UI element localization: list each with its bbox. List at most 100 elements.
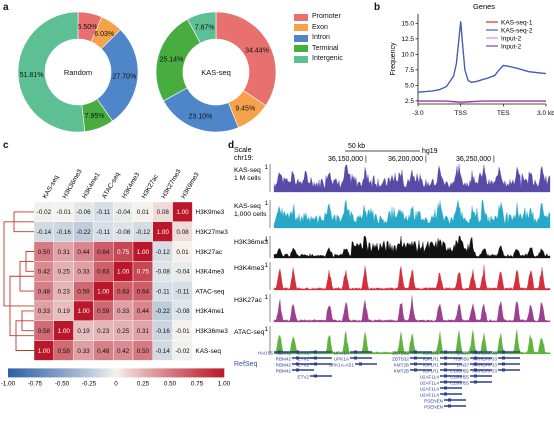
heatmap-row-label: H3K4me1 [195,308,224,315]
colorbar-tick-label: -0.50 [55,380,70,387]
heatmap-cell-value: 0.48 [97,348,110,355]
colorbar-segment [220,368,225,378]
y-tick-label: 10.0 [401,52,414,59]
x-tick-label: TSS [454,110,467,117]
profile-line-input-2 [418,100,546,104]
track-ymax-label: 1 [265,263,269,269]
heatmap-cell-value: -0.11 [96,209,110,216]
donut-slice-intergenic [187,11,217,44]
heatmap-row-label: H3K4me3 [195,269,224,276]
panel-letter-b: b [374,2,381,13]
heatmap-cell-value: 1.00 [58,328,71,335]
colorbar-tick-label: 0.50 [164,380,177,387]
gene-name: ARHGAP33 [472,363,497,368]
gene-name: UPK1A-AS1 [329,363,355,368]
colorbar-segment [206,368,210,378]
slice-value-label: 6.50% [78,24,98,31]
gene-exon [444,362,447,366]
colorbar-segment [47,368,52,378]
legend-label: Intron [312,34,330,41]
signal-track [273,329,551,355]
gene-name: HAUS5 [258,351,274,356]
heatmap-cell-value: 0.23 [97,328,110,335]
heatmap-cell-value: -0.04 [116,209,131,216]
colorbar-segment [101,368,106,378]
heatmap-cell-value: 0.59 [77,288,90,295]
colorbar-tick-label: 0 [114,380,118,387]
gene-name: U2AF1L4 [420,375,440,380]
legend-swatch [294,34,308,42]
gene-exon [448,404,451,408]
gene-name: LIN37 [457,351,470,356]
legend-label: KAS-seq-2 [501,27,533,34]
colorbar-segment [134,368,138,378]
heatmap-cell-value: 0.75 [117,249,130,256]
y-tick-label: 2.5 [405,98,414,105]
colorbar-segment [105,368,110,378]
y-tick-label: 7.5 [405,67,414,74]
colorbar-tick-label: -0.25 [82,380,97,387]
legend-item-exon: Exon [294,23,343,34]
gene-exon [502,368,505,372]
colorbar-segment [108,368,113,378]
legend-label: Input-2 [501,43,522,50]
gene-exon [502,356,505,360]
track-label: KAS-seq [234,203,261,210]
gene-exon [314,350,317,354]
gene-name: IGFLR1 [423,369,440,374]
heatmap-cell-value: -0.11 [156,288,170,295]
colorbar-segment [94,368,99,378]
track-label: 1 M cells [234,175,261,182]
legend-label: Intergenic [312,55,343,62]
heatmap-cell-value: 0.64 [137,288,150,295]
gene-exon [474,362,477,366]
track-label: H3K4me3 [234,265,264,272]
legend-label: KAS-seq-1 [501,19,533,26]
legend-item-intron: Intron [294,33,343,44]
heatmap-cell-value: 0.25 [58,269,71,276]
legend-item-terminal: Terminal [294,44,343,55]
heatmap-cell-value: 0.50 [38,249,51,256]
heatmap-cell-value: -0.14 [156,348,171,355]
gene-name: ARHGAP33 [472,351,497,356]
heatmap-cell-value: -0.22 [156,308,171,315]
colorbar-segment [40,368,45,378]
colorbar-tick-label: 0.25 [137,380,150,387]
heatmap-cell-value: 0.58 [38,328,51,335]
gene-name: PSENEN [424,405,443,410]
dendrogram [3,211,34,351]
heatmap-column-label: KAS-seq [42,174,61,200]
heatmap-cell-value: 0.63 [117,288,130,295]
heatmap-cell-value: -0.08 [175,308,190,315]
x-tick-label: 3.0 kb [537,110,554,117]
gene-exon [444,386,447,390]
coordinate-label: 36,200,000 | [388,156,427,163]
gene-name: HSPB6 [454,357,470,362]
colorbar-segment [162,368,167,378]
gene-name: PSENEN [424,399,443,404]
colorbar-segment [15,368,20,378]
heatmap-cell-value: 0.23 [58,288,71,295]
metagene-profile-chart: Genes 2.5 5.0 7.5 10.0 12.5 15.0 Frequency -3.0 T… [390,2,554,117]
heatmap-cell-value: 1.00 [77,308,90,315]
gene-name: IGFLR1 [423,357,440,362]
slice-value-label: 27.70% [112,74,136,81]
heatmap-column-label: H3K9me3 [180,171,201,200]
track-ymax-label: 1 [265,237,269,243]
heatmap-cell-value: 0.31 [137,328,150,335]
heatmap-cell-value: 0.59 [97,308,110,315]
colorbar-segment [188,368,192,378]
y-tick-label: 15.0 [401,21,414,28]
gene-exon [359,362,362,366]
gene-exon [444,374,447,378]
heatmap-cell-value: -0.01 [57,209,72,216]
gene-exon [444,368,447,372]
correlation-heatmap: -0.02 -0.01 -0.06 -0.11 -0.04 0.01 0.08 1.00 -0.… [1,168,231,387]
colorbar-segment [29,368,34,378]
gene-exon [314,362,317,366]
gene-exon [296,368,299,372]
heatmap-cell-value: 1.00 [176,209,189,216]
gene-name: U2AF1L4 [420,393,440,398]
signal-track [273,235,551,259]
